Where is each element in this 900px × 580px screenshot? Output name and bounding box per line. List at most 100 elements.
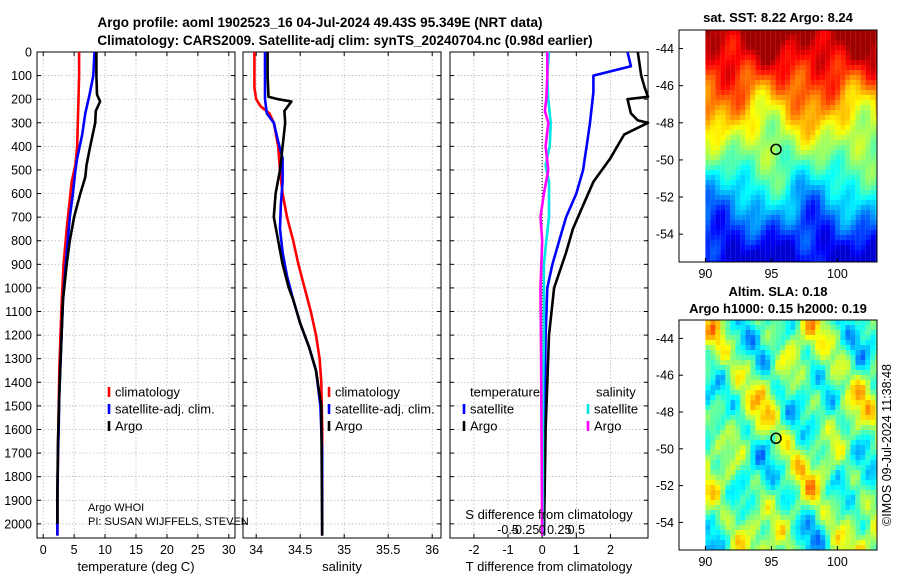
map-cell [705, 40, 711, 45]
map-cell [835, 540, 841, 545]
map-cell [850, 90, 856, 95]
map-cell [815, 525, 821, 530]
map-cell [835, 255, 841, 260]
map-cell [845, 200, 851, 205]
map-cell [710, 345, 716, 350]
map-cell [725, 405, 731, 410]
map-cell [825, 170, 831, 175]
map-cell [870, 55, 876, 60]
map-cell [760, 90, 766, 95]
map-cell [720, 180, 726, 185]
map-cell [800, 405, 806, 410]
map-cell [765, 360, 771, 365]
map-cell [855, 335, 861, 340]
map-cell [820, 250, 826, 255]
map-cell [805, 55, 811, 60]
map-cell [750, 175, 756, 180]
map-cell [800, 185, 806, 190]
map-cell [820, 370, 826, 375]
map-cell [780, 380, 786, 385]
map-cell [805, 195, 811, 200]
map-cell [745, 375, 751, 380]
map-cell [720, 230, 726, 235]
map-cell [820, 410, 826, 415]
map-cell [810, 155, 816, 160]
map-cell [845, 395, 851, 400]
map-cell [790, 60, 796, 65]
map-cell [850, 195, 856, 200]
map-cell [775, 255, 781, 260]
map-cell [845, 320, 851, 325]
map-cell [815, 355, 821, 360]
map-cell [750, 75, 756, 80]
map-cell [750, 90, 756, 95]
map-cell [750, 370, 756, 375]
map-cell [855, 120, 861, 125]
map-cell [875, 140, 877, 145]
map-cell [840, 140, 846, 145]
map-cell [730, 230, 736, 235]
map-cell [850, 365, 856, 370]
map-cell [730, 175, 736, 180]
map-cell [800, 245, 806, 250]
map-cell [820, 535, 826, 540]
map-cell [835, 365, 841, 370]
map-cell [850, 385, 856, 390]
map-cell [830, 505, 836, 510]
map-cell [840, 115, 846, 120]
map-cell [715, 105, 721, 110]
map-cell [730, 155, 736, 160]
s-tick-label: 0.25 [547, 523, 571, 537]
map-cell [875, 240, 877, 245]
map-cell [795, 530, 801, 535]
map-cell [710, 420, 716, 425]
map-cell [750, 40, 756, 45]
map-cell [735, 535, 741, 540]
y-tick-label: 0 [25, 46, 32, 60]
map-cell [720, 525, 726, 530]
map-cell [810, 400, 816, 405]
map-cell [805, 120, 811, 125]
map-cell [745, 65, 751, 70]
map-cell [780, 55, 786, 60]
map-cell [865, 235, 871, 240]
map-cell [725, 175, 731, 180]
map-cell [760, 455, 766, 460]
map-cell [775, 540, 781, 545]
map-cell [830, 55, 836, 60]
map-cell [830, 105, 836, 110]
map-cell [790, 520, 796, 525]
map-cell [855, 465, 861, 470]
map-cell [785, 205, 791, 210]
map-cell [765, 85, 771, 90]
map-cell [825, 405, 831, 410]
map-cell [875, 340, 877, 345]
map-cell [765, 190, 771, 195]
map-cell [760, 475, 766, 480]
map-cell [715, 255, 721, 260]
map-cell [815, 60, 821, 65]
map-cell [760, 415, 766, 420]
y-tick-label: 1000 [4, 281, 32, 295]
map-cell [780, 505, 786, 510]
map-cell [870, 380, 876, 385]
map-cell [830, 75, 836, 80]
map-cell [760, 325, 766, 330]
map-cell [820, 440, 826, 445]
map-cell [810, 170, 816, 175]
map-cell [740, 260, 746, 262]
map-cell [855, 155, 861, 160]
map-cell [760, 490, 766, 495]
map-cell [710, 320, 716, 325]
map-cell [795, 330, 801, 335]
map-cell [785, 240, 791, 245]
map-cell [845, 55, 851, 60]
map-cell [750, 485, 756, 490]
map-cell [795, 520, 801, 525]
map-cell [830, 525, 836, 530]
map-cell [840, 355, 846, 360]
map-cell [780, 85, 786, 90]
map-cell [805, 155, 811, 160]
map-cell [790, 370, 796, 375]
legend-title-temperature: temperature [470, 385, 540, 400]
